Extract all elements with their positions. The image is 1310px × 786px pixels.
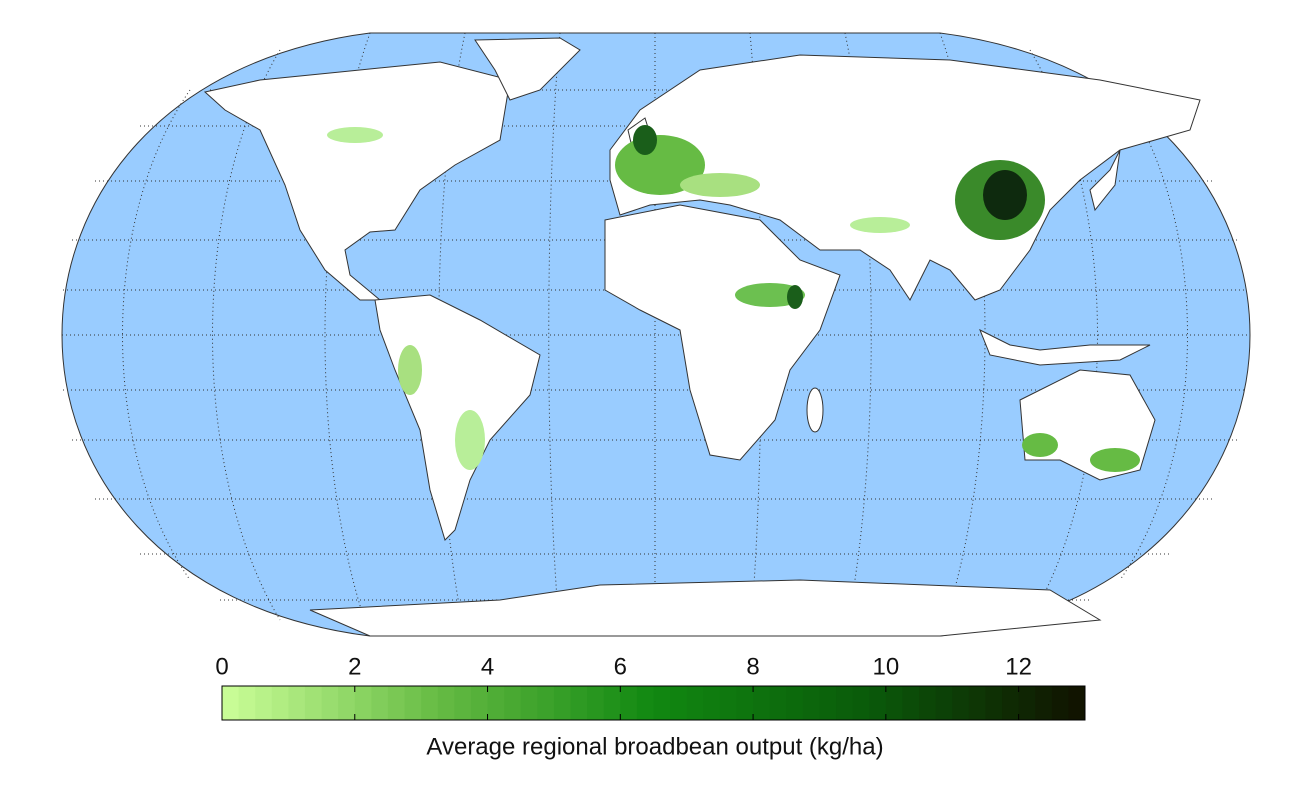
crop-area [1022,433,1058,457]
colorbar-step [404,686,422,720]
crop-area [455,410,485,470]
crop-area [1090,448,1140,472]
crop-area [850,217,910,233]
colorbar-step [753,686,771,720]
colorbar-step [902,686,920,720]
antarctica [309,579,1102,637]
colorbar-step [952,686,970,720]
indonesia [979,328,1151,366]
colorbar-step [653,686,671,720]
eurasia [609,54,1201,301]
colorbar-step [238,686,256,720]
colorbar-step [271,686,289,720]
colorbar-tick-label: 0 [215,653,228,680]
colorbar-step [255,686,273,720]
africa [604,204,841,461]
colorbar-tick-label: 8 [746,653,759,680]
colorbar-step [736,686,754,720]
colorbar-tick-label: 12 [1005,653,1032,680]
colorbar-step [288,686,306,720]
colorbar-tick-label: 4 [481,653,494,680]
colorbar-step [454,686,472,720]
colorbar-step [620,686,638,720]
colorbar-step [570,686,588,720]
colorbar-step [387,686,406,720]
colorbar-step [1018,686,1036,720]
greenland [474,37,581,101]
colorbar-step [338,686,356,720]
colorbar-step [786,686,804,720]
colorbar-step [537,686,555,720]
crop-area [680,173,760,197]
colorbar-step [587,686,605,720]
madagascar [806,387,824,433]
colorbar-tick-label: 10 [872,653,899,680]
colorbar-step [504,686,522,720]
world-map [61,32,1251,637]
colorbar-step [1002,686,1020,720]
crop-area [983,170,1027,220]
colorbar-frame [221,685,1086,721]
colorbar-step [520,686,538,720]
north-america [203,61,511,301]
colorbar-step [968,686,986,720]
colorbar-step [1068,686,1086,720]
colorbar-step [304,686,323,720]
colorbar-step [852,686,870,720]
crop-area [398,345,422,395]
colorbar-step [703,686,721,720]
colorbar-step [354,686,372,720]
colorbar-step [1051,686,1069,720]
colorbar: 0 2 4 6 8 10 12 [215,653,1086,721]
colorbar-step [802,686,820,720]
colorbar-step [1035,686,1053,720]
colorbar-step [836,686,854,720]
colorbar-step [769,686,787,720]
japan [1089,149,1121,212]
colorbar-step [470,686,489,720]
colorbar-step [371,686,389,720]
colorbar-step [819,686,837,720]
colorbar-step [885,686,903,720]
colorbar-step [985,686,1003,720]
colorbar-step [636,686,654,720]
crop-area [327,127,383,143]
colorbar-step [719,686,737,720]
colorbar-step [686,686,704,720]
colorbar-step [222,686,240,720]
crop-areas [327,125,1140,472]
colorbar-step [487,686,505,720]
continents [203,37,1201,637]
colorbar-step [437,686,455,720]
colorbar-step [321,686,339,720]
colorbar-step [670,686,688,720]
crop-area [633,125,657,155]
colorbar-tick-label: 2 [348,653,361,680]
colorbar-step [553,686,572,720]
colorbar-step [869,686,887,720]
colorbar-step [603,686,621,720]
colorbar-step [421,686,439,720]
crop-area [787,285,803,309]
colorbar-step [935,686,953,720]
colorbar-step [919,686,937,720]
colorbar-tick-label: 6 [614,653,627,680]
colorbar-label: Average regional broadbean output (kg/ha… [426,733,883,760]
